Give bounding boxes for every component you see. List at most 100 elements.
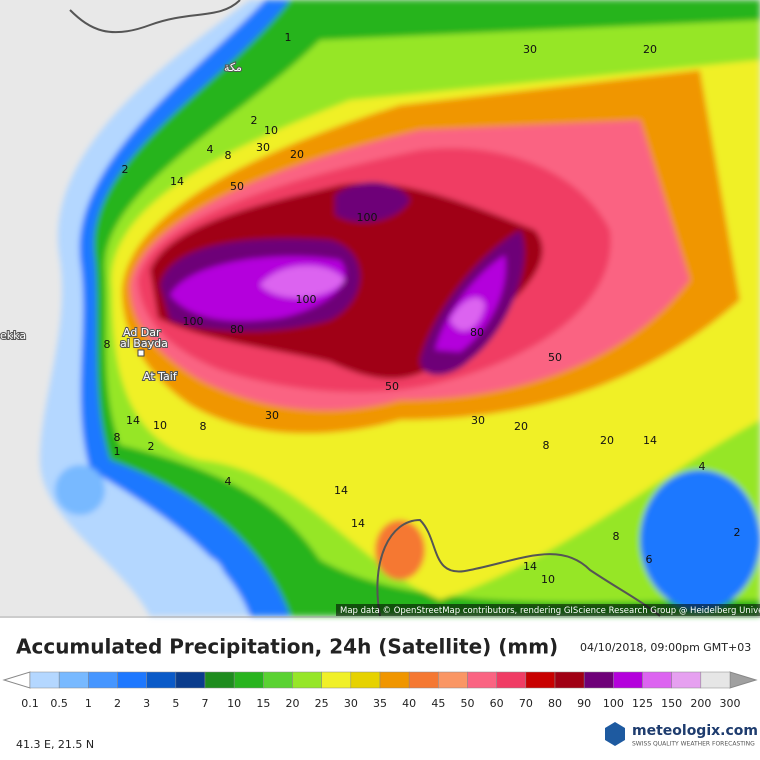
legend-label: 35 (373, 697, 387, 710)
legend-label: 5 (172, 697, 179, 710)
legend-label: 90 (577, 697, 591, 710)
contour-label: 14 (170, 175, 184, 188)
contour-label: 30 (523, 43, 537, 56)
legend-label: 45 (431, 697, 445, 710)
contour-label: 14 (643, 434, 657, 447)
contour-label: 8 (114, 431, 121, 444)
place-label: al Bayda (120, 337, 168, 350)
legend-label: 200 (690, 697, 711, 710)
legend-label: 40 (402, 697, 416, 710)
legend-label: 80 (548, 697, 562, 710)
contour-label: 10 (541, 573, 555, 586)
contour-label: 2 (734, 526, 741, 539)
contour-label: 8 (200, 420, 207, 433)
contour-label: 30 (471, 414, 485, 427)
attribution: Map data © OpenStreetMap contributors, r… (340, 606, 760, 616)
contour-label: 10 (153, 419, 167, 432)
legend-label: 1 (85, 697, 92, 710)
legend-label: 30 (344, 697, 358, 710)
contour-label: 2 (122, 163, 129, 176)
legend-label: 10 (227, 697, 241, 710)
contour-label: 2 (148, 440, 155, 453)
legend-swatch (613, 671, 643, 689)
legend-label: 20 (286, 697, 300, 710)
contour-label: 20 (643, 43, 657, 56)
legend-swatch (292, 671, 322, 689)
contour-label: 30 (265, 409, 279, 422)
place-label: At Taif (143, 370, 178, 383)
legend-swatch (350, 671, 381, 689)
legend-swatch (583, 671, 614, 689)
legend-label: 150 (661, 697, 682, 710)
legend-label: 25 (315, 697, 329, 710)
legend: 0.1 0.5 1 2 3 5 7 10 15 20 25 30 35 40 45 50 60 70 80 90 100… (2, 671, 758, 710)
contour-label: 8 (613, 530, 620, 543)
contour-label: 8 (104, 338, 111, 351)
contour-label: 6 (646, 553, 653, 566)
legend-label: 3 (143, 697, 150, 710)
coordinates: 41.3 E, 21.5 N (16, 738, 94, 751)
legend-swatch (554, 671, 585, 689)
legend-swatch (88, 671, 118, 689)
contour-labels: 1 30 20 2 14 2 10 4 8 30 20 50 100 100 1… (104, 31, 741, 586)
legend-swatch (117, 671, 147, 689)
contour-label: 20 (514, 420, 528, 433)
legend-label: 70 (519, 697, 533, 710)
legend-swatch (146, 671, 177, 689)
legend-swatch (467, 671, 497, 689)
map: 1 30 20 2 14 2 10 4 8 30 20 50 100 100 1… (0, 0, 760, 617)
title: Accumulated Precipitation, 24h (Satellit… (16, 635, 558, 659)
contour-label: 8 (543, 439, 550, 452)
contour-label: 100 (183, 315, 204, 328)
contour-label: 4 (225, 475, 232, 488)
contour-label: 14 (523, 560, 537, 573)
legend-swatch (58, 671, 89, 689)
contour-label: 100 (357, 211, 378, 224)
contour-label: 50 (230, 180, 244, 193)
contour-label: 20 (290, 148, 304, 161)
legend-swatch (263, 671, 293, 689)
legend-swatch (525, 671, 556, 689)
legend-label: 0.5 (50, 697, 68, 710)
legend-label: 15 (256, 697, 270, 710)
legend-swatch (29, 671, 60, 689)
logo-text: meteologix.com (632, 723, 758, 739)
contour-label: 50 (385, 380, 399, 393)
legend-swatch (671, 671, 702, 689)
legend-label: 100 (603, 697, 624, 710)
legend-swatch (321, 671, 352, 689)
legend-swatch (438, 671, 468, 689)
contour-label: 80 (230, 323, 244, 336)
legend-swatch (700, 671, 731, 689)
contour-label: 1 (114, 445, 121, 458)
place-labels: مكة ekka Ad Dar al Bayda At Taif (0, 60, 243, 384)
legend-swatch (496, 671, 527, 689)
logo: meteologix.com SWISS QUALITY WEATHER FOR… (605, 722, 758, 748)
legend-label: 50 (461, 697, 475, 710)
contour-label: 14 (126, 414, 140, 427)
legend-label: 7 (202, 697, 209, 710)
timestamp: 04/10/2018, 09:00pm GMT+03 (580, 641, 751, 654)
contour-label: 50 (548, 351, 562, 364)
contour-label: 30 (256, 141, 270, 154)
legend-label: 300 (720, 697, 741, 710)
contour-label: 80 (470, 326, 484, 339)
contour-label: 10 (264, 124, 278, 137)
contour-label: 100 (296, 293, 317, 306)
legend-label: 0.1 (21, 697, 39, 710)
legend-label: 2 (114, 697, 121, 710)
legend-swatch (233, 671, 264, 689)
contour-label: 8 (225, 149, 232, 162)
contour-label: 4 (699, 460, 706, 473)
legend-swatch (175, 671, 206, 689)
contour-label: 2 (251, 114, 258, 127)
place-label: Ad Dar (123, 326, 161, 339)
contour-label: 4 (207, 143, 214, 156)
legend-swatch (642, 671, 672, 689)
legend-swatch (204, 671, 235, 689)
contour-label: 14 (351, 517, 365, 530)
contour-label: 1 (285, 31, 292, 44)
legend-swatch (408, 671, 439, 689)
legend-swatch (379, 671, 410, 689)
